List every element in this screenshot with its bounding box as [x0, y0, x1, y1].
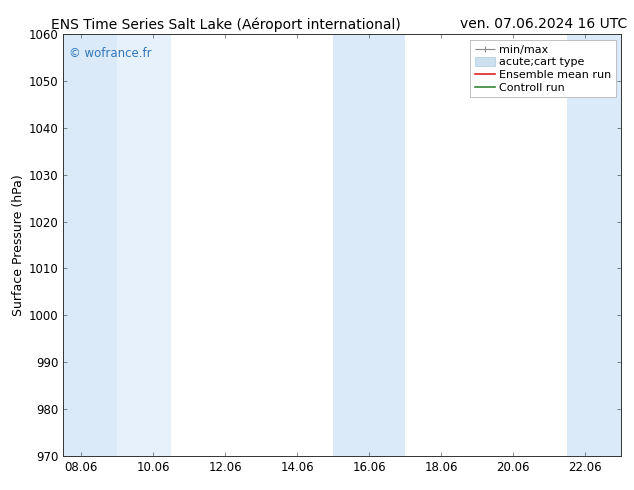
Legend: min/max, acute;cart type, Ensemble mean run, Controll run: min/max, acute;cart type, Ensemble mean … [470, 40, 616, 97]
Text: ven. 07.06.2024 16 UTC: ven. 07.06.2024 16 UTC [460, 17, 628, 31]
Bar [117, 34, 171, 456]
Text: © wofrance.fr: © wofrance.fr [69, 47, 152, 60]
Bar [333, 34, 405, 456]
Text: ENS Time Series Salt Lake (Aéroport international): ENS Time Series Salt Lake (Aéroport inte… [51, 17, 401, 32]
Bar [567, 34, 621, 456]
Bar [63, 34, 117, 456]
Y-axis label: Surface Pressure (hPa): Surface Pressure (hPa) [11, 174, 25, 316]
